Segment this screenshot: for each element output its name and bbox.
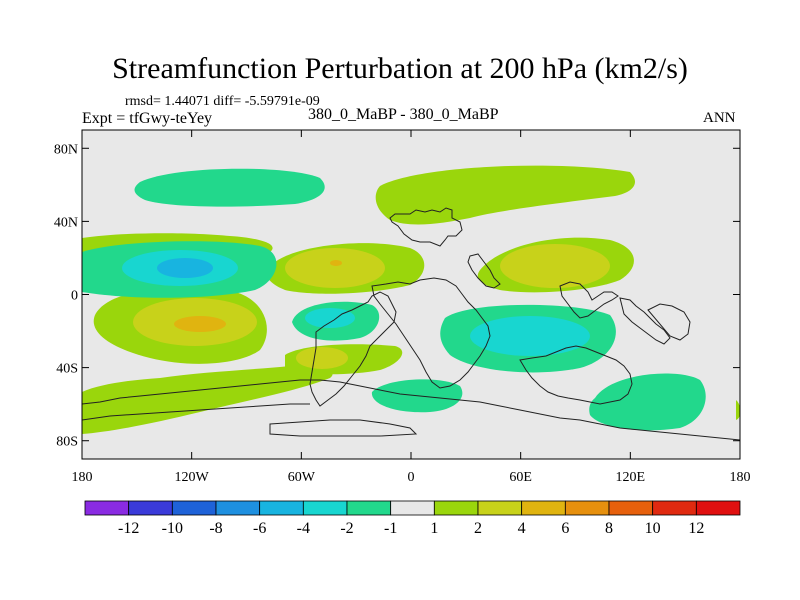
core-north-pacific-min [157, 258, 213, 278]
case-label: 380_0_MaBP - 380_0_MaBP [308, 106, 499, 123]
coast-maritime-continent [647, 303, 691, 341]
colorbar-swatch [433, 500, 479, 516]
coast-arabia [467, 253, 501, 289]
coast-south-america [309, 291, 397, 407]
colorbar-label: -6 [253, 520, 266, 537]
x-tick-label: 120E [616, 470, 646, 485]
y-tick-label: 40N [54, 215, 78, 230]
coast-africa [371, 277, 491, 389]
x-tick-label: 60W [288, 470, 316, 485]
coast-india [559, 281, 619, 319]
x-axis: 180 120W 60W 0 60E 120E 180 [72, 130, 751, 485]
core-south-pacific-max [174, 316, 226, 332]
colorbar-swatch [259, 500, 304, 516]
stats-label: rmsd= 1.44071 diff= -5.59791e-09 [125, 94, 320, 109]
colorbar-label: 1 [430, 520, 438, 537]
x-tick-label: 120W [175, 470, 210, 485]
region-negative-southern-indian [589, 373, 706, 431]
colorbar-swatch [302, 500, 348, 516]
colorbar-swatch [564, 500, 610, 516]
colorbar-swatch [390, 500, 435, 516]
y-tick-label: 0 [71, 289, 78, 304]
colorbar-swatch [521, 500, 566, 516]
colorbar-label: -1 [384, 520, 397, 537]
colorbar-swatch [608, 500, 654, 516]
colorbar-label: -2 [340, 520, 353, 537]
colorbar-label: 12 [688, 520, 704, 537]
y-tick-label: 80S [56, 435, 78, 450]
colorbar-label: 2 [474, 520, 482, 537]
colorbar-label: -8 [209, 520, 222, 537]
core-atlantic-max [330, 260, 342, 266]
y-tick-label: 40S [56, 362, 78, 377]
core-indian-ocean-low [470, 316, 590, 356]
colorbar-swatch [652, 500, 697, 516]
core-south-atlantic-low [305, 308, 355, 328]
colorbar-label: -12 [118, 520, 139, 537]
core-atlantic-high [285, 248, 385, 288]
colorbar-swatch [171, 500, 217, 516]
region-positive-east-edge [736, 400, 740, 420]
x-tick-label: 180 [72, 470, 93, 485]
colorbar-label: 10 [645, 520, 661, 537]
colorbar-swatch [346, 500, 392, 516]
experiment-label: Expt = tfGwy-teYey [82, 110, 213, 127]
y-axis: 80N 40N 0 40S 80S [54, 142, 740, 450]
season-label: ANN [703, 110, 736, 126]
x-tick-label: 0 [408, 470, 415, 485]
chart-title: Streamfunction Perturbation at 200 hPa (… [112, 52, 688, 85]
region-negative-north-pacific-midlat [134, 168, 325, 207]
continent-outlines [82, 207, 740, 441]
coast-southeast-asia [619, 297, 671, 345]
core-south-atlantic-high [296, 347, 348, 369]
colorbar-label: 8 [605, 520, 613, 537]
coast-australia [519, 345, 633, 405]
x-tick-label: 60E [509, 470, 532, 485]
core-arabian-high [500, 244, 610, 288]
x-tick-label: 180 [730, 470, 751, 485]
colorbar-label: -10 [162, 520, 183, 537]
colorbar-label: 6 [561, 520, 569, 537]
colorbar: -12 -10 -8 -6 -4 -2 -1 1 2 4 6 8 10 12 [84, 500, 741, 537]
colorbar-swatch [695, 500, 741, 516]
colorbar-swatch [215, 500, 261, 516]
coast-antarctic-inner [269, 419, 418, 437]
anomaly-field [82, 165, 740, 441]
coast-north-africa-europe [389, 207, 463, 247]
coast-antarctic-shelf [82, 403, 310, 421]
colorbar-swatch [84, 500, 130, 516]
region-positive-north-atlantic [375, 165, 635, 225]
colorbar-label: -4 [297, 520, 310, 537]
colorbar-label: 4 [518, 520, 526, 537]
y-tick-label: 80N [54, 142, 78, 157]
colorbar-swatch [128, 500, 173, 516]
colorbar-swatch [477, 500, 523, 516]
coast-antarctica [82, 379, 740, 441]
